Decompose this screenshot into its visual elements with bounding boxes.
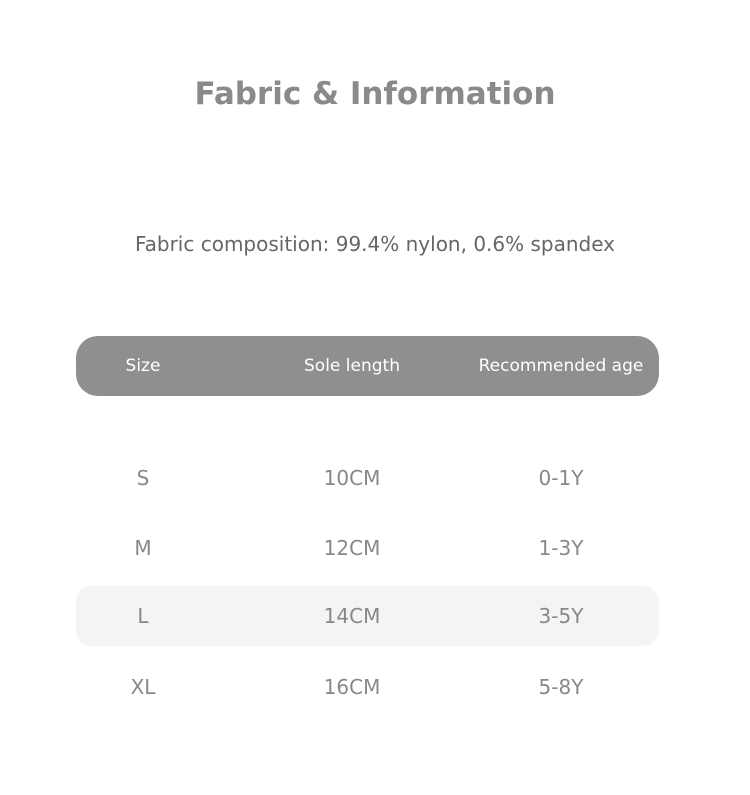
- cell-age: 1-3Y: [538, 536, 584, 560]
- cell-size: S: [136, 466, 150, 490]
- table-header: Size Sole length Recommended age: [76, 336, 659, 396]
- table-row: XL 16CM 5-8Y: [76, 657, 659, 717]
- cell-sole-length: 16CM: [323, 675, 381, 699]
- cell-age: 5-8Y: [538, 675, 584, 699]
- cell-sole-length: 14CM: [323, 604, 381, 628]
- cell-age: 0-1Y: [538, 466, 584, 490]
- fabric-composition: Fabric composition: 99.4% nylon, 0.6% sp…: [134, 232, 616, 256]
- cell-age: 3-5Y: [538, 604, 584, 628]
- cell-sole-length: 12CM: [323, 536, 381, 560]
- cell-size: M: [134, 536, 152, 560]
- table-row: S 10CM 0-1Y: [76, 448, 659, 508]
- header-recommended-age: Recommended age: [478, 356, 644, 376]
- table-row: M 12CM 1-3Y: [76, 518, 659, 578]
- cell-size: L: [137, 604, 149, 628]
- header-size: Size: [125, 356, 161, 376]
- header-sole-length: Sole length: [304, 356, 400, 376]
- table-row-highlighted: L 14CM 3-5Y: [76, 586, 659, 646]
- page-title: Fabric & Information: [194, 76, 556, 112]
- cell-sole-length: 10CM: [323, 466, 381, 490]
- cell-size: XL: [130, 675, 156, 699]
